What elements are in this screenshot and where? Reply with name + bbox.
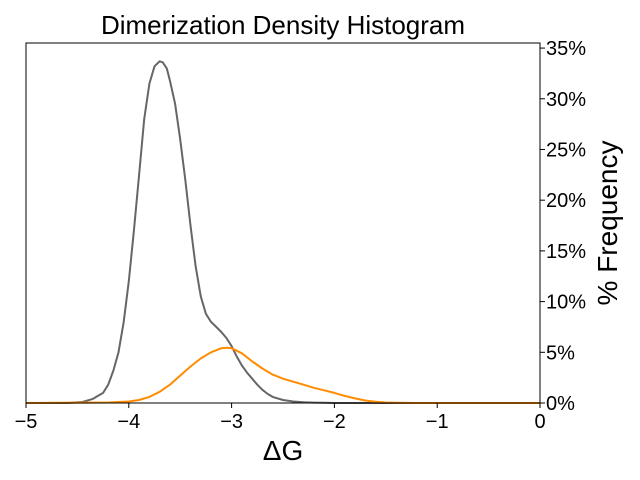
y-tick-label: 35% [546, 38, 586, 60]
x-axis: −5 −4 −3 −2 −1 0 [15, 403, 546, 433]
y-axis-title: % Frequency [592, 141, 623, 306]
y-tick-label: 0% [546, 393, 575, 415]
y-tick-label: 20% [546, 190, 586, 212]
y-tick-label: 30% [546, 89, 586, 111]
plot-lines [25, 60, 540, 404]
series-line-1 [26, 60, 540, 404]
y-tick-label: 25% [546, 139, 586, 161]
x-tick-label: −3 [220, 411, 243, 433]
x-tick-label: −2 [323, 411, 346, 433]
y-tick-label: 5% [546, 342, 575, 364]
y-axis: 0% 5% 10% 15% 20% 25% 30% 35% [540, 38, 586, 415]
plot-area-frame [25, 42, 541, 404]
chart-title: Dimerization Density Histogram [101, 10, 465, 40]
x-tick-label: −4 [117, 411, 140, 433]
x-axis-title: ΔG [263, 435, 303, 466]
x-tick-label: −5 [15, 411, 38, 433]
x-tick-label: −1 [426, 411, 449, 433]
y-tick-label: 10% [546, 292, 586, 314]
series-line-2 [25, 346, 540, 404]
y-tick-label: 15% [546, 241, 586, 263]
x-tick-label: 0 [534, 411, 545, 433]
